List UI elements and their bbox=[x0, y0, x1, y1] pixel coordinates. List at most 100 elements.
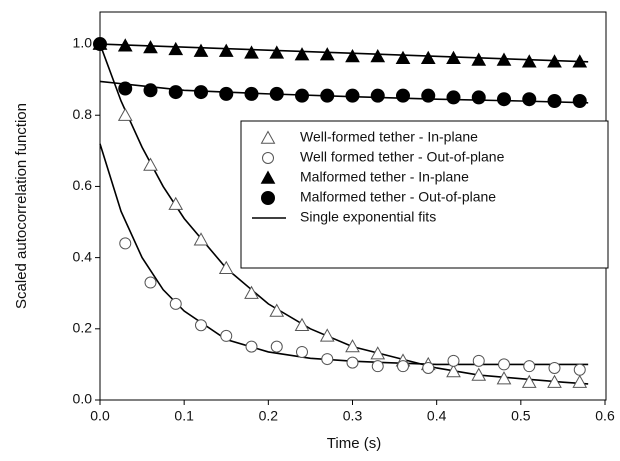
data-point bbox=[270, 340, 283, 353]
data-point bbox=[345, 88, 360, 103]
data-point bbox=[269, 45, 285, 59]
data-point bbox=[521, 54, 537, 68]
data-point bbox=[397, 360, 409, 373]
data-point bbox=[269, 86, 284, 101]
data-point bbox=[547, 54, 562, 68]
data-point bbox=[320, 88, 335, 103]
x-tick-label: 0.0 bbox=[90, 408, 110, 424]
data-point bbox=[345, 339, 360, 353]
y-tick-label: 0.6 bbox=[73, 177, 93, 193]
data-point bbox=[219, 86, 234, 101]
data-point bbox=[446, 50, 461, 64]
x-tick-label: 0.4 bbox=[427, 408, 447, 424]
y-tick-label: 1.0 bbox=[73, 35, 93, 51]
data-point bbox=[245, 340, 258, 353]
legend-marker bbox=[260, 130, 276, 144]
legend-label: Well-formed tether - In-plane bbox=[300, 129, 478, 145]
data-point bbox=[572, 54, 588, 68]
data-point bbox=[169, 297, 182, 310]
data-point bbox=[547, 374, 562, 388]
data-point bbox=[193, 43, 209, 57]
data-point bbox=[218, 43, 234, 57]
data-point bbox=[117, 38, 133, 52]
data-point bbox=[294, 317, 310, 331]
data-point bbox=[396, 88, 410, 103]
y-tick-label: 0.8 bbox=[73, 106, 93, 122]
data-point bbox=[117, 107, 133, 121]
data-point bbox=[294, 47, 310, 61]
data-point bbox=[143, 157, 158, 171]
data-point bbox=[523, 360, 536, 373]
data-point bbox=[573, 363, 586, 376]
data-point bbox=[296, 345, 308, 358]
data-point bbox=[496, 371, 512, 385]
x-tick-label: 0.1 bbox=[174, 408, 194, 424]
legend-box bbox=[240, 120, 609, 269]
x-tick-label: 0.3 bbox=[343, 408, 363, 424]
y-tick-label: 0.2 bbox=[73, 320, 93, 336]
data-point bbox=[144, 276, 157, 289]
data-point bbox=[168, 85, 183, 100]
data-point bbox=[269, 303, 285, 317]
data-point bbox=[244, 86, 259, 101]
legend-marker bbox=[262, 152, 274, 164]
legend-marker bbox=[261, 191, 275, 205]
data-point bbox=[143, 40, 158, 54]
data-point bbox=[498, 358, 510, 371]
data-point bbox=[471, 90, 486, 105]
data-point bbox=[521, 374, 537, 388]
data-point bbox=[143, 83, 158, 98]
data-point bbox=[295, 88, 309, 103]
data-point bbox=[446, 90, 461, 105]
data-point bbox=[421, 88, 436, 103]
legend-marker bbox=[260, 170, 276, 184]
data-point bbox=[193, 232, 209, 246]
data-point bbox=[168, 196, 184, 210]
data-point bbox=[370, 48, 386, 63]
data-point bbox=[244, 45, 259, 59]
data-point bbox=[471, 52, 487, 66]
data-point bbox=[420, 50, 436, 64]
data-point bbox=[244, 285, 259, 299]
x-tick-label: 0.2 bbox=[259, 408, 279, 424]
data-point bbox=[345, 48, 360, 63]
data-point bbox=[321, 353, 334, 366]
data-point bbox=[195, 319, 207, 332]
legend-label: Single exponential fits bbox=[300, 209, 436, 225]
data-point bbox=[218, 260, 234, 274]
data-point bbox=[370, 88, 385, 103]
data-point bbox=[547, 93, 562, 108]
data-point bbox=[319, 328, 335, 342]
data-point bbox=[371, 360, 384, 373]
data-point bbox=[548, 361, 561, 374]
data-point bbox=[497, 92, 511, 107]
data-point bbox=[395, 50, 411, 64]
data-point bbox=[572, 93, 587, 108]
y-tick-label: 0.4 bbox=[73, 248, 93, 264]
x-axis-label: Time (s) bbox=[327, 435, 381, 452]
data-point bbox=[346, 356, 359, 369]
data-point bbox=[472, 354, 485, 367]
data-point bbox=[119, 237, 132, 250]
data-point bbox=[496, 52, 512, 66]
data-point bbox=[522, 92, 537, 107]
legend-label: Well formed tether - Out-of-plane bbox=[300, 149, 505, 165]
data-point bbox=[572, 374, 588, 388]
data-point bbox=[422, 361, 435, 374]
y-axis-label: Scaled autocorrelation function bbox=[13, 103, 30, 309]
legend-label: Malformed tether - Out-of-plane bbox=[300, 189, 496, 205]
data-point bbox=[447, 354, 460, 367]
x-tick-label: 0.6 bbox=[595, 408, 615, 424]
data-point bbox=[168, 41, 184, 56]
data-point bbox=[446, 363, 461, 378]
y-tick-label: 0.0 bbox=[73, 391, 93, 407]
data-point bbox=[194, 85, 208, 100]
data-point bbox=[370, 346, 386, 360]
data-point bbox=[93, 37, 107, 52]
data-point bbox=[118, 81, 133, 96]
data-point bbox=[220, 329, 233, 342]
legend-label: Malformed tether - In-plane bbox=[300, 169, 469, 185]
data-point bbox=[471, 367, 487, 381]
data-point bbox=[319, 47, 335, 61]
